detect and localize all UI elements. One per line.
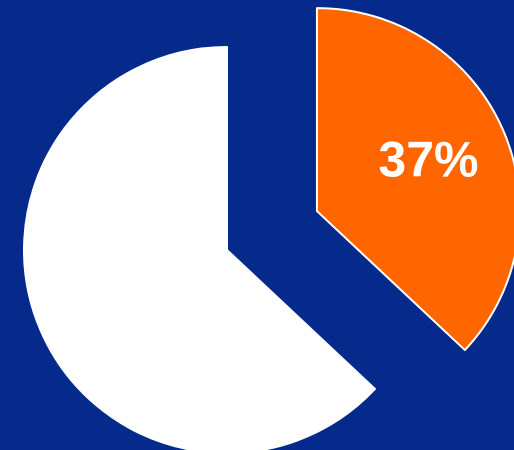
pie-slice-1 <box>23 46 376 450</box>
pie-slice-0 <box>315 7 514 352</box>
pie-labels: 37% <box>378 131 478 187</box>
pie-slice-label-0: 37% <box>378 131 478 187</box>
pie-slices <box>23 7 514 450</box>
